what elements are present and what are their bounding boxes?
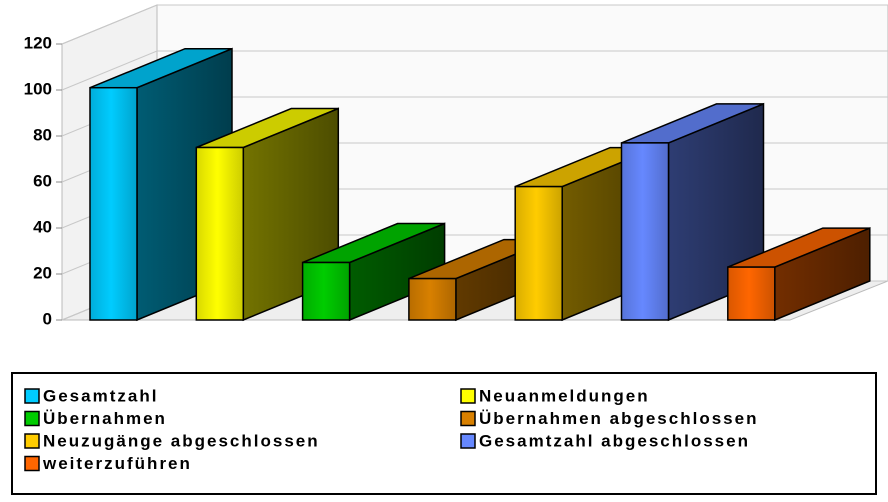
y-tick-label: 60: [33, 171, 52, 190]
y-tick-label: 80: [33, 125, 52, 144]
bar: [89, 86, 138, 321]
legend-label: Übernahmen abgeschlossen: [479, 409, 758, 428]
legend-swatch: [24, 455, 40, 472]
legend-swatch: [460, 433, 476, 449]
legend-box: [11, 372, 877, 495]
bar: [514, 185, 563, 321]
bar: [301, 261, 351, 321]
bar: [195, 146, 245, 321]
legend-swatch: [460, 388, 476, 404]
grid-line: [61, 50, 888, 91]
legend-label: Übernahmen: [43, 409, 167, 428]
legend-swatch: [24, 388, 40, 404]
y-tick-label: 100: [24, 79, 52, 98]
bar: [727, 266, 776, 321]
legend-swatch: [460, 410, 476, 427]
bar: [620, 142, 670, 321]
y-tick-label: 20: [33, 263, 52, 282]
y-tick-label: 0: [43, 309, 52, 328]
y-tick-label: 120: [24, 33, 52, 52]
legend-swatch: [24, 410, 40, 427]
y-tick-label: 40: [33, 217, 52, 236]
legend-label: Neuanmeldungen: [479, 386, 650, 405]
legend-label: Neuzugänge abgeschlossen: [43, 431, 320, 450]
bar: [408, 277, 457, 321]
legend-label: weiterzuführen: [42, 454, 192, 473]
legend-swatch: [24, 433, 40, 449]
grid-line: [61, 4, 888, 45]
legend-label: Gesamtzahl: [43, 386, 158, 405]
legend-label: Gesamtzahl abgeschlossen: [479, 431, 750, 450]
